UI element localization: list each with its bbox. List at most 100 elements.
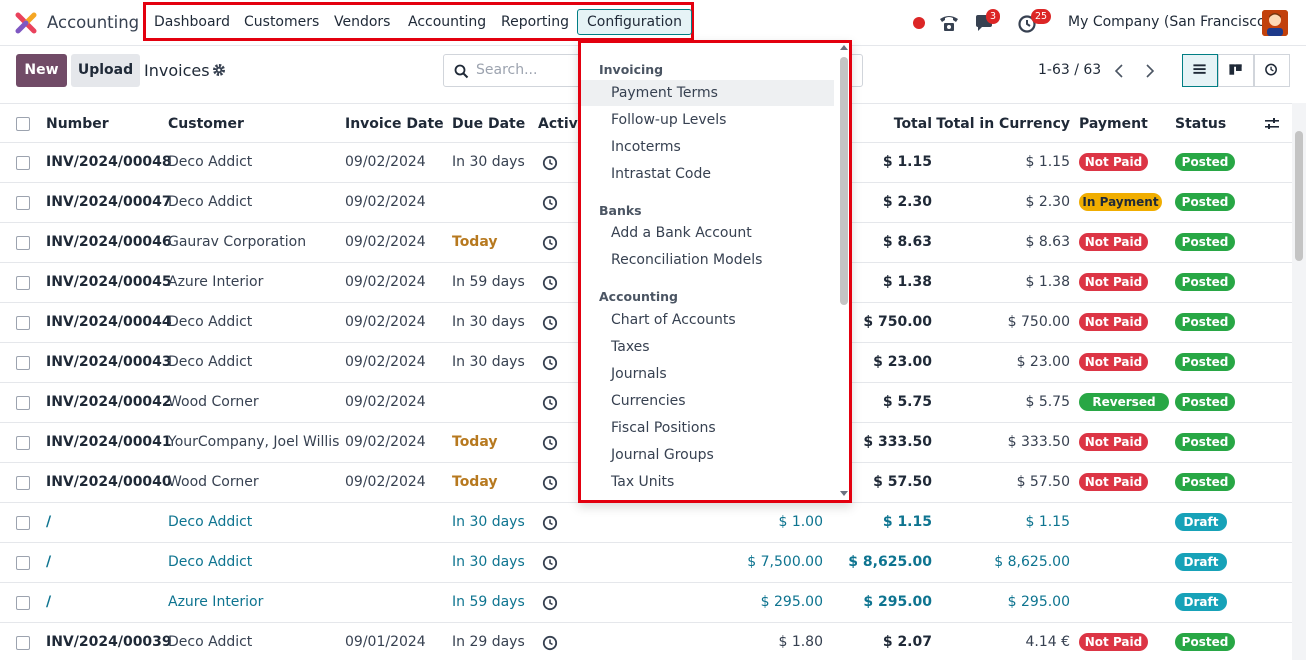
gear-icon[interactable]: [212, 63, 226, 77]
total-amount: $ 2.07: [882, 634, 932, 650]
status-badge: Posted: [1175, 233, 1235, 251]
total-in-currency: $ 1.38: [1025, 274, 1070, 290]
row-checkbox[interactable]: [16, 316, 30, 330]
table-row[interactable]: / Deco Addict In 30 days $ 7,500.00 $ 8,625.…: [0, 543, 1292, 583]
menu-item-reconciliation-models[interactable]: Reconciliation Models: [611, 252, 763, 268]
kanban-view-button[interactable]: [1218, 54, 1254, 87]
menu-accounting[interactable]: Accounting: [408, 14, 487, 30]
col-total-currency[interactable]: Total in Currency: [936, 116, 1070, 132]
optional-columns-icon[interactable]: [1264, 117, 1280, 131]
menu-item-intrastat-code[interactable]: Intrastat Code: [611, 166, 711, 182]
row-checkbox[interactable]: [16, 436, 30, 450]
invoice-number: INV/2024/00045: [46, 274, 172, 290]
menu-item-chart-of-accounts[interactable]: Chart of Accounts: [611, 312, 736, 328]
row-checkbox[interactable]: [16, 556, 30, 570]
activity-clock-icon[interactable]: [542, 315, 558, 331]
table-row[interactable]: INV/2024/00042 Wood Corner 09/02/2024 $ 5.7…: [0, 383, 1292, 423]
dropdown-scrollbar[interactable]: [836, 43, 849, 500]
menu-reporting[interactable]: Reporting: [501, 14, 570, 30]
app-name[interactable]: Accounting: [47, 13, 140, 32]
activity-clock-icon[interactable]: [542, 195, 558, 211]
table-row[interactable]: / Azure Interior In 59 days $ 295.00 $ 295.0…: [0, 583, 1292, 623]
row-checkbox[interactable]: [16, 476, 30, 490]
pager-value[interactable]: 1-63 / 63: [1038, 62, 1102, 78]
table-row[interactable]: / Deco Addict In 30 days $ 1.00 $ 1.15 $ 1.15…: [0, 503, 1292, 543]
menu-item-payment-terms[interactable]: Payment Terms: [581, 80, 834, 106]
menu-item-tax-units[interactable]: Tax Units: [611, 474, 675, 490]
activity-view-button[interactable]: [1254, 54, 1290, 87]
untaxed-amount: $ 295.00: [760, 594, 823, 610]
col-customer[interactable]: Customer: [168, 116, 244, 132]
activity-clock-icon[interactable]: [542, 275, 558, 291]
activity-clock-icon[interactable]: [1017, 13, 1039, 33]
menu-dashboard[interactable]: Dashboard: [154, 14, 230, 30]
scroll-down-arrow-icon[interactable]: [840, 491, 848, 496]
menu-item-journals[interactable]: Journals: [611, 366, 667, 382]
due-date: In 30 days: [452, 314, 525, 330]
list-view-button[interactable]: [1182, 54, 1218, 87]
menu-customers[interactable]: Customers: [244, 14, 320, 30]
invoice-date: 09/02/2024: [345, 154, 426, 170]
new-button[interactable]: New: [16, 54, 67, 87]
row-checkbox[interactable]: [16, 396, 30, 410]
col-due-date[interactable]: Due Date: [452, 116, 526, 132]
row-checkbox[interactable]: [16, 276, 30, 290]
col-activities[interactable]: Activi: [538, 116, 583, 132]
row-checkbox[interactable]: [16, 516, 30, 530]
customer-name: Deco Addict: [168, 514, 253, 530]
due-date: In 30 days: [452, 354, 525, 370]
row-checkbox[interactable]: [16, 156, 30, 170]
phone-icon[interactable]: [938, 13, 960, 33]
col-total[interactable]: Total: [893, 116, 932, 132]
menu-item-fiscal-positions[interactable]: Fiscal Positions: [611, 420, 716, 436]
col-payment[interactable]: Payment: [1079, 116, 1148, 132]
activity-clock-icon[interactable]: [542, 635, 558, 651]
recording-indicator-icon[interactable]: [913, 17, 925, 29]
activity-clock-icon[interactable]: [542, 155, 558, 171]
select-all-checkbox[interactable]: [16, 117, 30, 131]
payment-status-badge: Not Paid: [1079, 313, 1148, 331]
row-checkbox[interactable]: [16, 636, 30, 650]
activity-clock-icon[interactable]: [542, 475, 558, 491]
scroll-up-arrow-icon[interactable]: [840, 45, 848, 50]
status-badge: Draft: [1175, 513, 1227, 531]
company-switcher[interactable]: My Company (San Francisco): [1068, 14, 1271, 30]
dropdown-section-invoicing: Invoicing: [599, 62, 664, 77]
row-checkbox[interactable]: [16, 236, 30, 250]
customer-name: Wood Corner: [168, 394, 259, 410]
menu-item-follow-up-levels[interactable]: Follow-up Levels: [611, 112, 727, 128]
customer-name: Deco Addict: [168, 554, 253, 570]
invoice-date: 09/02/2024: [345, 394, 426, 410]
activity-clock-icon[interactable]: [542, 395, 558, 411]
row-checkbox[interactable]: [16, 356, 30, 370]
list-scrollbar-thumb[interactable]: [1295, 131, 1303, 261]
list-scrollbar[interactable]: [1292, 103, 1306, 660]
menu-vendors[interactable]: Vendors: [334, 14, 391, 30]
menu-item-journal-groups[interactable]: Journal Groups: [611, 447, 714, 463]
menu-item-add-bank-account[interactable]: Add a Bank Account: [611, 225, 752, 241]
pager-previous-icon[interactable]: [1105, 56, 1133, 86]
col-invoice-date[interactable]: Invoice Date: [345, 116, 444, 132]
menu-item-taxes[interactable]: Taxes: [611, 339, 650, 355]
activity-clock-icon[interactable]: [542, 595, 558, 611]
accounting-app-icon[interactable]: [15, 12, 37, 34]
payment-status-badge: Not Paid: [1079, 153, 1148, 171]
invoice-date: 09/02/2024: [345, 274, 426, 290]
activity-clock-icon[interactable]: [542, 555, 558, 571]
menu-item-currencies[interactable]: Currencies: [611, 393, 686, 409]
upload-button[interactable]: Upload: [71, 54, 140, 87]
col-status[interactable]: Status: [1175, 116, 1227, 132]
table-row[interactable]: INV/2024/00039 Deco Addict 09/01/2024 In 29…: [0, 623, 1292, 660]
activity-clock-icon[interactable]: [542, 355, 558, 371]
activity-clock-icon[interactable]: [542, 435, 558, 451]
row-checkbox[interactable]: [16, 196, 30, 210]
dropdown-scrollbar-thumb[interactable]: [840, 57, 848, 305]
user-avatar[interactable]: [1262, 10, 1288, 36]
activity-clock-icon[interactable]: [542, 235, 558, 251]
pager-next-icon[interactable]: [1136, 56, 1164, 86]
menu-configuration[interactable]: Configuration: [577, 9, 692, 35]
col-number[interactable]: Number: [46, 116, 109, 132]
menu-item-incoterms[interactable]: Incoterms: [611, 139, 681, 155]
activity-clock-icon[interactable]: [542, 515, 558, 531]
row-checkbox[interactable]: [16, 596, 30, 610]
